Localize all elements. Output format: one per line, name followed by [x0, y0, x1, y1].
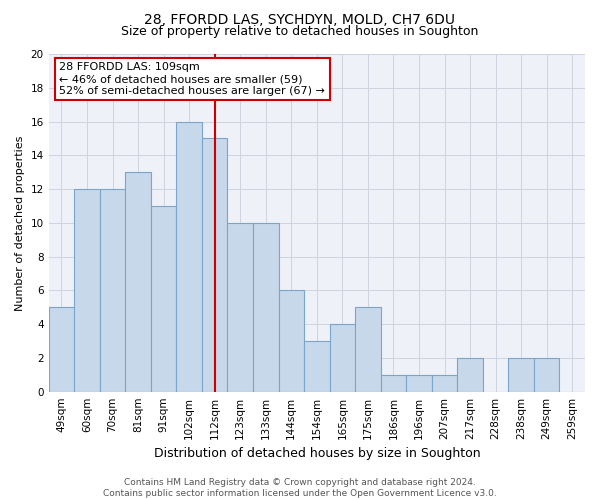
Y-axis label: Number of detached properties: Number of detached properties [15, 135, 25, 310]
Bar [355, 308, 380, 392]
Text: 28, FFORDD LAS, SYCHDYN, MOLD, CH7 6DU: 28, FFORDD LAS, SYCHDYN, MOLD, CH7 6DU [145, 12, 455, 26]
Bar [227, 223, 253, 392]
Bar [278, 290, 304, 392]
Bar [304, 341, 329, 392]
Bar [432, 375, 457, 392]
Bar [534, 358, 559, 392]
Text: Size of property relative to detached houses in Soughton: Size of property relative to detached ho… [121, 25, 479, 38]
Text: Contains HM Land Registry data © Crown copyright and database right 2024.
Contai: Contains HM Land Registry data © Crown c… [103, 478, 497, 498]
Bar [457, 358, 483, 392]
Bar [74, 189, 100, 392]
X-axis label: Distribution of detached houses by size in Soughton: Distribution of detached houses by size … [154, 447, 480, 460]
Bar [176, 122, 202, 392]
Bar [406, 375, 432, 392]
Bar [329, 324, 355, 392]
Bar [253, 223, 278, 392]
Bar [49, 308, 74, 392]
Bar [508, 358, 534, 392]
Bar [125, 172, 151, 392]
Text: 28 FFORDD LAS: 109sqm
← 46% of detached houses are smaller (59)
52% of semi-deta: 28 FFORDD LAS: 109sqm ← 46% of detached … [59, 62, 325, 96]
Bar [380, 375, 406, 392]
Bar [151, 206, 176, 392]
Bar [100, 189, 125, 392]
Bar [202, 138, 227, 392]
